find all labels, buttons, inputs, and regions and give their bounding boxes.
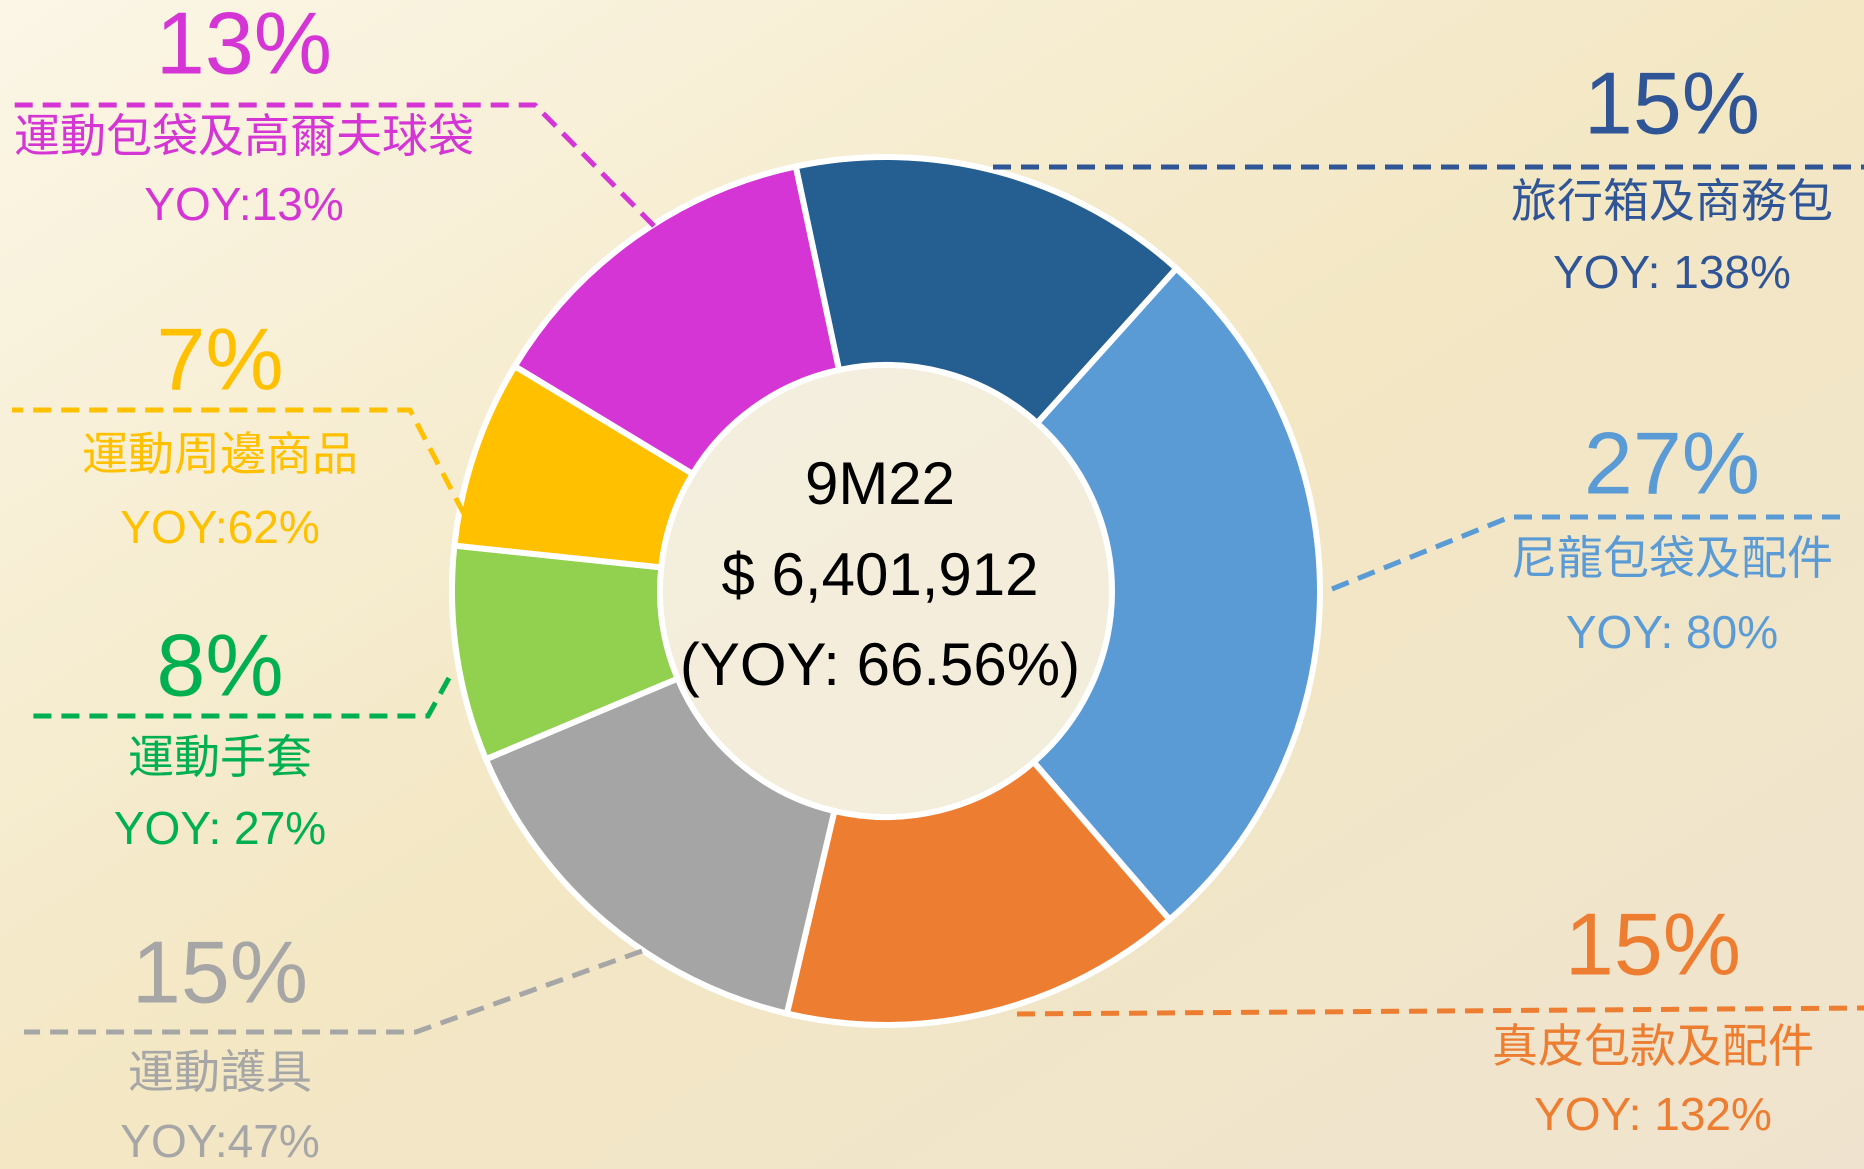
category-label: 真皮包款及配件	[1492, 1019, 1814, 1073]
category-label: 運動手套	[128, 730, 312, 784]
yoy-label: YOY: 80%	[1566, 606, 1778, 658]
category-label: 尼龍包袋及配件	[1511, 531, 1833, 585]
yoy-label: YOY: 138%	[1553, 246, 1791, 298]
center-label: $ 6,401,912	[722, 541, 1039, 608]
yoy-label: YOY: 27%	[114, 802, 326, 854]
percent-label: 13%	[156, 0, 332, 92]
category-label: 運動包袋及高爾夫球袋	[14, 109, 474, 163]
percent-label: 15%	[1584, 53, 1760, 152]
leader-line	[1331, 514, 1850, 592]
leader-line	[12, 407, 467, 516]
leader-line	[1016, 1005, 1864, 1017]
leader-line	[24, 948, 643, 1035]
category-label: 運動周邊商品	[82, 427, 358, 481]
leader-line	[24, 676, 452, 719]
percent-label: 15%	[1565, 894, 1741, 993]
category-label: 運動護具	[128, 1045, 312, 1099]
donut-segment	[481, 674, 838, 1018]
donut-segment	[792, 154, 1181, 428]
percent-label: 15%	[132, 922, 308, 1021]
donut-segment	[510, 162, 843, 479]
percent-label: 8%	[156, 615, 283, 714]
donut-segment	[783, 757, 1174, 1028]
yoy-label: YOY:47%	[120, 1115, 319, 1167]
yoy-label: YOY:13%	[144, 178, 343, 230]
center-label: 9M22	[805, 450, 955, 517]
center-hole	[660, 365, 1112, 817]
category-label: 旅行箱及商務包	[1511, 174, 1833, 228]
percent-label: 7%	[156, 309, 283, 408]
percent-label: 27%	[1584, 413, 1760, 512]
donut-segment	[1029, 264, 1323, 924]
yoy-label: YOY: 132%	[1534, 1088, 1772, 1140]
leader-line	[6, 102, 656, 228]
center-label: (YOY: 66.56%)	[680, 631, 1080, 698]
yoy-label: YOY:62%	[120, 501, 319, 553]
